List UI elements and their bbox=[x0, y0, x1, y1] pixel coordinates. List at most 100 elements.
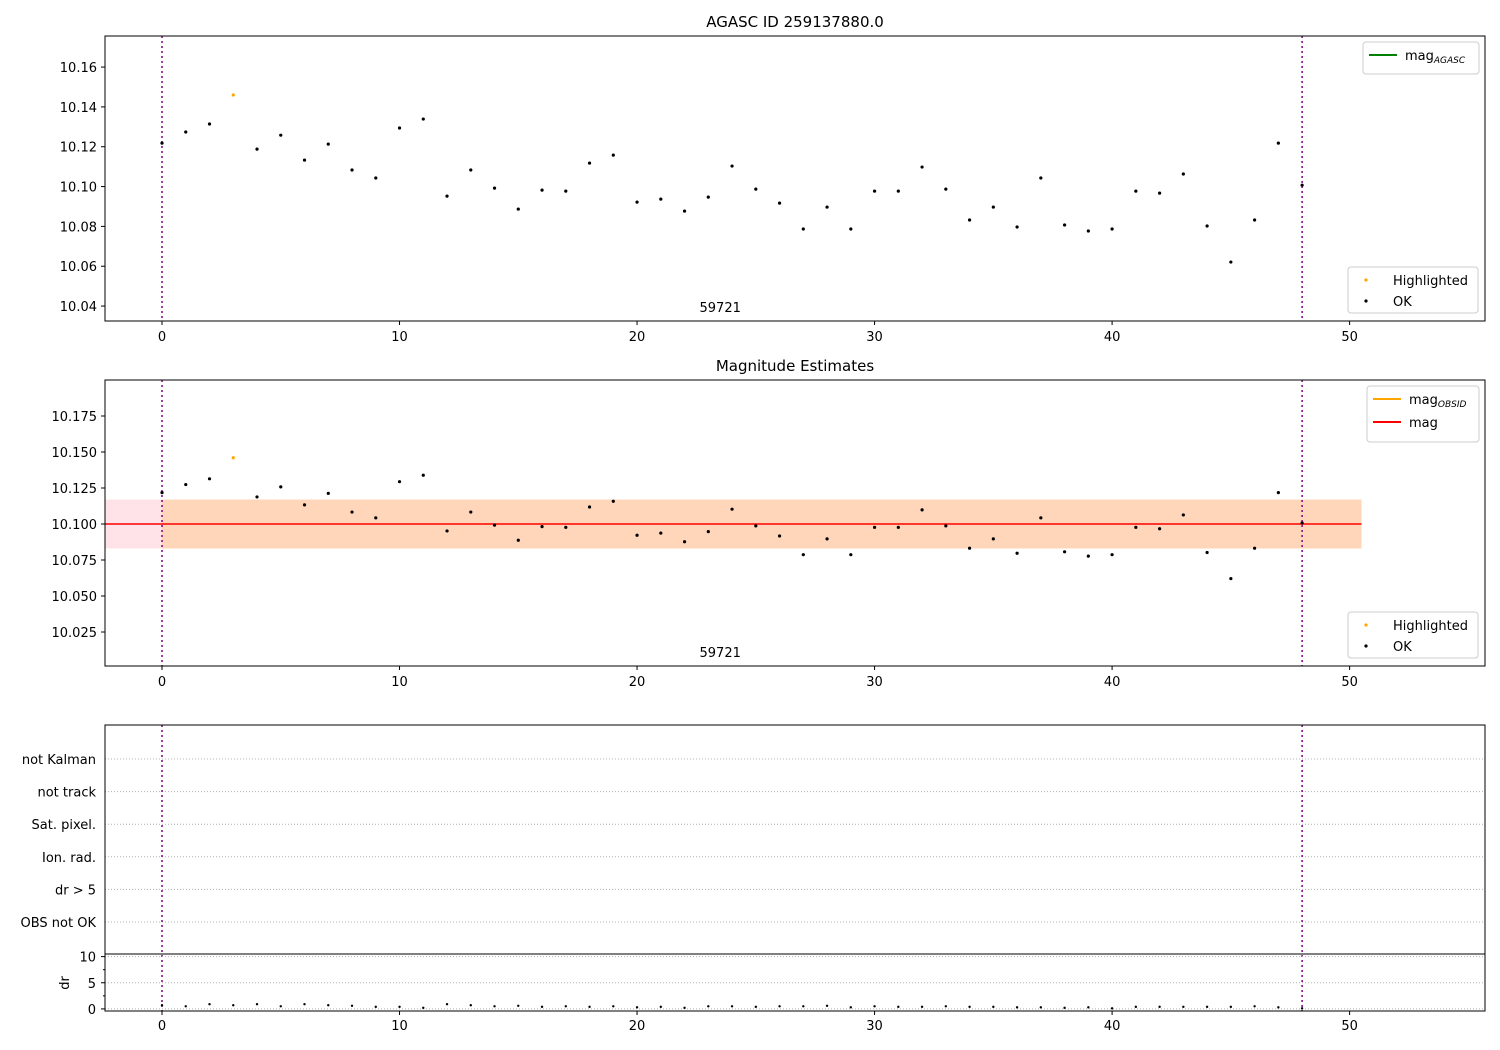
data-point bbox=[326, 142, 330, 146]
dr-point bbox=[327, 1004, 330, 1007]
data-point bbox=[611, 153, 615, 157]
dr-point bbox=[612, 1005, 615, 1008]
y-tick-label: 10.175 bbox=[52, 410, 98, 425]
data-point bbox=[682, 540, 687, 544]
dr-point bbox=[825, 1004, 829, 1007]
dr-point bbox=[754, 1005, 758, 1009]
dr-point bbox=[992, 1005, 995, 1009]
dr-point bbox=[1110, 1007, 1114, 1010]
dr-point bbox=[1229, 1005, 1233, 1009]
panel-title: AGASC ID 259137880.0 bbox=[706, 13, 884, 31]
data-point bbox=[872, 525, 877, 529]
data-point bbox=[350, 510, 354, 514]
data-point bbox=[207, 122, 212, 126]
data-point bbox=[1205, 224, 1209, 228]
data-point bbox=[1205, 550, 1209, 555]
data-point bbox=[611, 499, 615, 503]
dr-point bbox=[1277, 1006, 1280, 1009]
dr-point bbox=[635, 1006, 639, 1009]
legend-point-label: Highlighted bbox=[1393, 619, 1468, 634]
dr-point bbox=[1205, 1005, 1209, 1009]
data-point bbox=[350, 168, 354, 172]
data-point bbox=[1110, 227, 1114, 231]
x-tick-label: 0 bbox=[158, 330, 166, 345]
dr-point bbox=[778, 1005, 781, 1008]
dr-point bbox=[350, 1004, 354, 1007]
data-point bbox=[564, 525, 568, 529]
x-tick-label: 10 bbox=[391, 675, 408, 690]
dr-point bbox=[517, 1004, 520, 1007]
y-tick-label: 10.16 bbox=[60, 61, 97, 76]
data-point bbox=[1300, 521, 1304, 525]
data-point bbox=[1134, 189, 1138, 193]
data-point bbox=[825, 537, 829, 541]
data-point bbox=[730, 507, 734, 511]
y-tick-label: 10.125 bbox=[52, 482, 98, 497]
data-point bbox=[659, 531, 663, 535]
dr-point bbox=[398, 1005, 401, 1009]
flag-label: OBS not OK bbox=[21, 916, 97, 931]
y-tick-label: 10.050 bbox=[52, 590, 98, 605]
data-point bbox=[1253, 546, 1257, 550]
dr-point bbox=[184, 1005, 187, 1008]
data-point bbox=[777, 201, 782, 205]
dr-point bbox=[802, 1005, 805, 1008]
data-point bbox=[516, 538, 520, 542]
data-point bbox=[635, 200, 639, 204]
data-point bbox=[397, 126, 402, 130]
flag-label: not track bbox=[37, 786, 96, 801]
data-point bbox=[160, 491, 164, 495]
dr-point bbox=[232, 1004, 235, 1007]
data-point bbox=[231, 93, 235, 97]
y-tick-label: 0 bbox=[88, 1003, 96, 1018]
dr-point bbox=[1300, 1007, 1304, 1010]
legend-point-label: Highlighted bbox=[1393, 274, 1468, 289]
dr-point bbox=[659, 1005, 663, 1009]
dr-point bbox=[849, 1006, 853, 1009]
y-tick-label: 5 bbox=[88, 977, 96, 992]
data-point bbox=[1181, 172, 1185, 176]
data-point bbox=[991, 205, 995, 209]
y-tick-label: 10.14 bbox=[60, 101, 97, 116]
legend-point-label: OK bbox=[1393, 295, 1412, 310]
data-point bbox=[587, 161, 592, 165]
data-point bbox=[849, 553, 853, 557]
data-point bbox=[801, 553, 805, 557]
legend-points bbox=[1347, 266, 1479, 314]
data-point bbox=[1086, 554, 1090, 558]
dr-point bbox=[730, 1005, 734, 1008]
annotation: 59721 bbox=[700, 301, 741, 316]
y-tick-label: 10.075 bbox=[52, 554, 98, 569]
data-point bbox=[1276, 141, 1280, 145]
data-point bbox=[207, 477, 212, 481]
data-point bbox=[564, 189, 568, 193]
data-point bbox=[1229, 576, 1233, 581]
data-point bbox=[706, 195, 710, 199]
data-point bbox=[730, 164, 734, 168]
data-point bbox=[279, 133, 283, 137]
data-point bbox=[421, 117, 425, 121]
x-tick-label: 40 bbox=[1104, 1019, 1121, 1034]
x-tick-label: 10 bbox=[391, 1019, 408, 1034]
dr-point bbox=[920, 1005, 924, 1009]
dr-point bbox=[707, 1005, 710, 1008]
flag-label: dr > 5 bbox=[55, 883, 96, 898]
data-point bbox=[706, 530, 710, 534]
dr-point bbox=[422, 1006, 425, 1010]
x-tick-label: 20 bbox=[629, 1019, 646, 1034]
data-point bbox=[279, 485, 283, 489]
data-point bbox=[492, 523, 497, 527]
data-point bbox=[1253, 218, 1257, 222]
data-point bbox=[445, 194, 449, 198]
data-point bbox=[231, 456, 235, 460]
y-tick-label: 10 bbox=[79, 951, 96, 966]
dr-point bbox=[469, 1004, 472, 1007]
y-tick-label: 10.12 bbox=[60, 141, 97, 156]
legend-point-swatch bbox=[1364, 644, 1368, 648]
x-tick-label: 40 bbox=[1104, 330, 1121, 345]
data-point bbox=[255, 147, 259, 151]
data-point bbox=[1157, 527, 1162, 531]
data-point bbox=[255, 495, 259, 499]
axes-frame bbox=[104, 35, 1486, 322]
